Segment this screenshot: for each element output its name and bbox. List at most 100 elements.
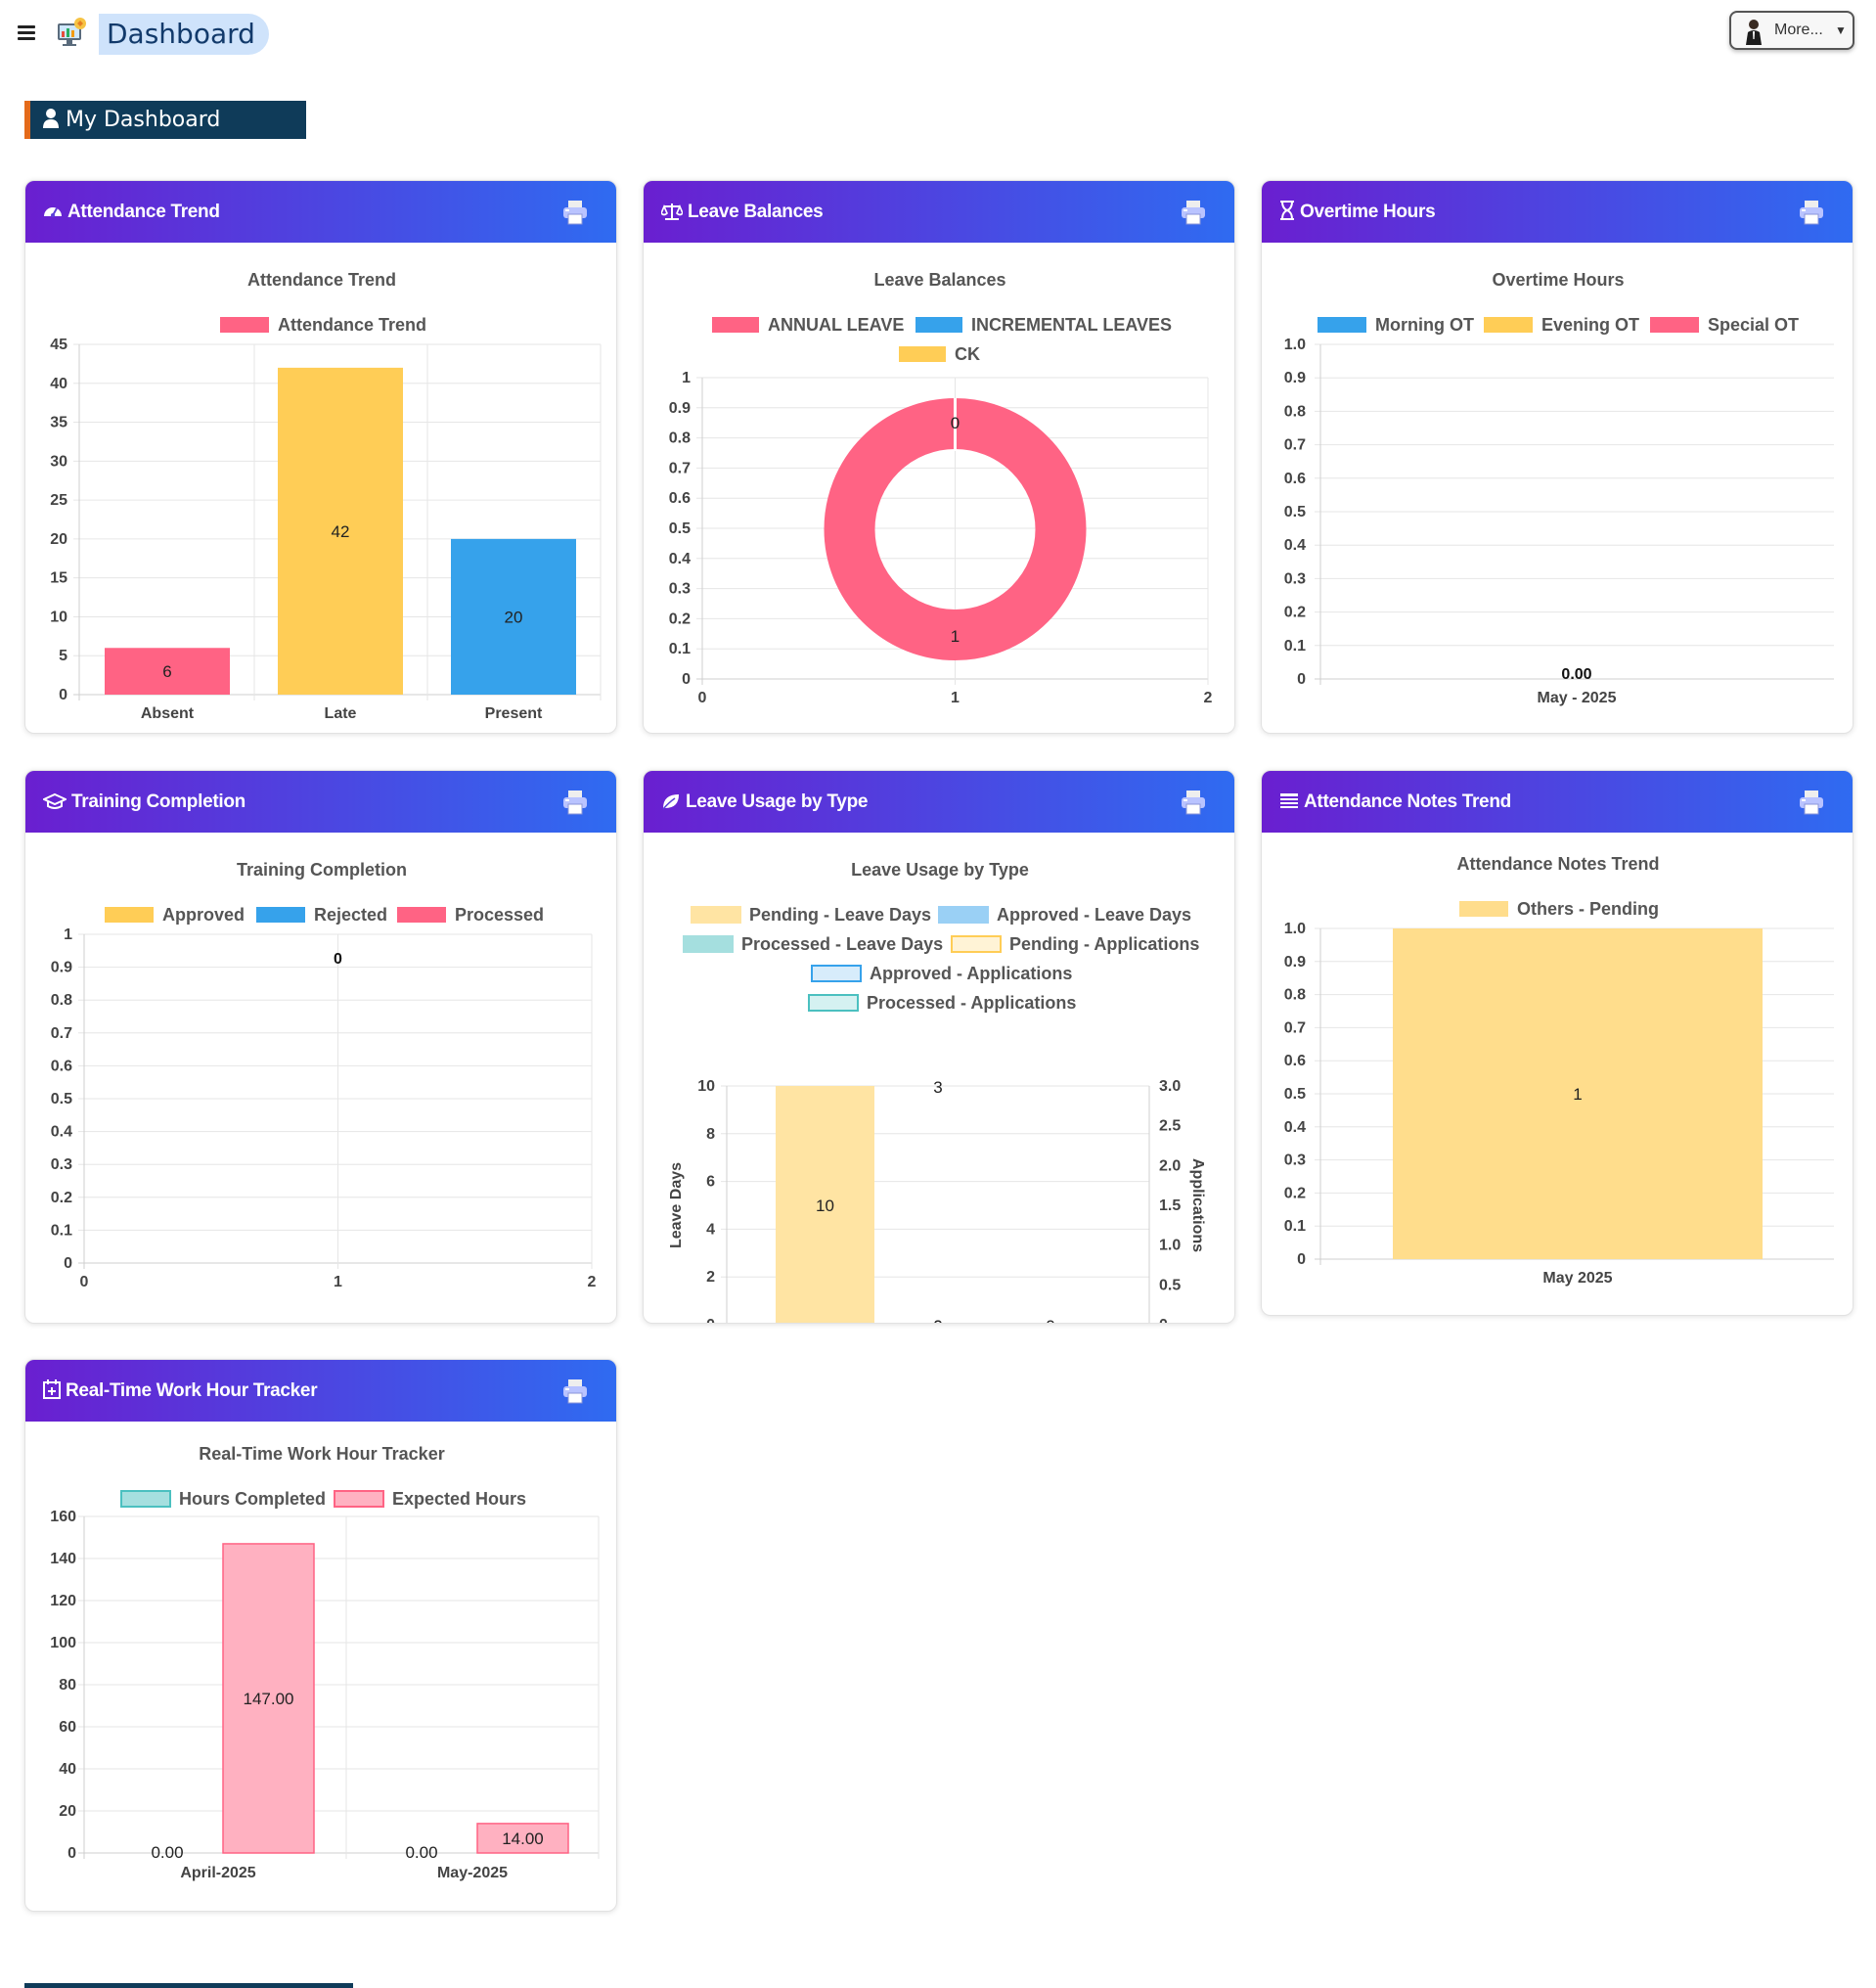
data-label: 0 (951, 414, 960, 432)
card-title: Attendance Trend (43, 181, 220, 243)
y-tick-label: 0.5 (51, 1091, 72, 1107)
y-tick-label: 0 (67, 1845, 76, 1862)
overtime-hours-card: Overtime Hours Overtime Hours Morning OT… (1261, 180, 1854, 734)
card-header: Leave Balances (644, 181, 1234, 243)
data-label: 20 (505, 608, 523, 626)
leave-usage-chart: Leave Usage by Type Pending - Leave Days… (668, 860, 1206, 1324)
data-label: 0 (334, 951, 342, 968)
legend-label: Expected Hours (392, 1489, 526, 1509)
y-tick-label: 10 (697, 1078, 715, 1095)
chevron-down-icon: ▼ (1835, 23, 1847, 37)
chart-title: Leave Usage by Type (851, 860, 1029, 880)
y-tick-label: 0.9 (669, 400, 691, 417)
card-header: Real-Time Work Hour Tracker (25, 1360, 616, 1422)
calendar-plus-icon (43, 1379, 61, 1399)
legend-label: Others - Pending (1517, 899, 1659, 919)
y-axis-title: Leave Days (668, 1162, 685, 1248)
data-label: 0 (933, 1317, 942, 1324)
legend-label: CK (955, 344, 980, 364)
bar-absent (105, 648, 230, 695)
print-icon[interactable] (561, 1378, 589, 1404)
data-label: 6 (162, 662, 171, 681)
y-tick-label: 45 (50, 337, 67, 353)
legend-label: Pending - Leave Days (749, 905, 931, 925)
y-tick-label: 0.4 (1284, 1119, 1306, 1136)
legend-label: Processed - Leave Days (741, 934, 943, 954)
y-tick-label: 80 (59, 1677, 76, 1694)
chart-title: Attendance Trend (247, 270, 396, 290)
y-tick-label: 0 (59, 687, 67, 703)
y-tick-label: 0.1 (669, 641, 691, 657)
y-tick-label: 0 (706, 1317, 715, 1324)
legend-swatch (951, 935, 1002, 953)
work-hour-tracker-chart: Real-Time Work Hour Tracker Hours Comple… (50, 1444, 600, 1881)
bar-pending-leave-days (776, 1086, 874, 1323)
y-tick-label: 1 (682, 370, 691, 386)
print-icon[interactable] (561, 200, 589, 225)
y-tick-label: 0.3 (669, 581, 691, 598)
y-tick-label: 120 (50, 1593, 76, 1609)
y-tick-label: 1.0 (1284, 921, 1306, 937)
print-icon[interactable] (1798, 790, 1825, 815)
y-tick-label: 0.5 (669, 520, 691, 537)
legend-label: Attendance Trend (278, 315, 426, 335)
y-tick-label: 10 (50, 609, 67, 625)
overtime-hours-chart: Overtime Hours Morning OT Evening OT Spe… (1284, 270, 1834, 706)
chart-title: Training Completion (237, 860, 407, 880)
y-tick-label: 20 (50, 531, 67, 548)
card-header: Attendance Notes Trend (1262, 771, 1853, 833)
legend-swatch (683, 935, 734, 953)
list-icon (1280, 793, 1298, 808)
legend-label: Morning OT (1375, 315, 1474, 335)
legend-swatch (1650, 317, 1699, 333)
y-tick-label: 0.3 (1284, 570, 1306, 587)
menu-toggle-icon[interactable] (18, 25, 35, 41)
legend-swatch (899, 346, 946, 362)
y-tick-label: 0 (64, 1255, 72, 1272)
card-title: Leave Balances (660, 181, 824, 243)
y-tick-label: 5 (59, 648, 67, 664)
legend-swatch (916, 317, 962, 333)
legend-swatch (120, 1490, 171, 1508)
attendance-trend-card: Attendance Trend Attendance Trend Attend… (24, 180, 617, 734)
legend-swatch (1484, 317, 1533, 333)
print-icon[interactable] (1180, 790, 1207, 815)
bar-late (278, 367, 403, 695)
y2-tick-label: 0 (1159, 1317, 1168, 1324)
print-icon[interactable] (1798, 200, 1825, 225)
legend-label: Processed - Applications (867, 993, 1076, 1013)
y-tick-label: 100 (50, 1635, 76, 1651)
y2-tick-label: 0.5 (1159, 1277, 1181, 1293)
y-tick-label: 0.8 (669, 430, 691, 447)
data-label: 0.00 (1561, 666, 1591, 683)
more-dropdown-button[interactable]: More... ▼ (1729, 11, 1854, 50)
chart-title: Leave Balances (873, 270, 1005, 290)
legend-label: INCREMENTAL LEAVES (971, 315, 1172, 335)
print-icon[interactable] (561, 790, 589, 815)
legend-label: Processed (455, 905, 544, 925)
data-label: 42 (332, 522, 350, 541)
y-tick-label: 0 (1297, 1251, 1306, 1268)
print-icon[interactable] (1180, 200, 1207, 225)
legend-label: Approved (162, 905, 245, 925)
y-tick-label: 0.2 (669, 610, 691, 627)
x-tick-label: May-2025 (437, 1865, 508, 1881)
x-tick-label: Absent (141, 705, 195, 722)
y2-tick-label: 3.0 (1159, 1078, 1181, 1095)
y-tick-label: 0.4 (669, 551, 691, 567)
balance-scale-icon (660, 203, 684, 220)
legend-label: Hours Completed (179, 1489, 326, 1509)
leave-balances-card: Leave Balances Leave Balances ANNUAL LEA… (643, 180, 1235, 734)
data-label: 10 (816, 1197, 834, 1215)
y-tick-label: 0.8 (1284, 987, 1306, 1004)
y2-axis-title: Applications (1189, 1158, 1206, 1252)
legend-swatch (811, 965, 862, 982)
y-tick-label: 0.7 (51, 1025, 72, 1042)
dashboard-icon (44, 207, 62, 217)
next-section-title (24, 1983, 353, 1988)
bar-others-pending (1393, 928, 1763, 1259)
x-tick-label: May - 2025 (1538, 690, 1617, 706)
attendance-notes-card: Attendance Notes Trend Attendance Notes … (1261, 770, 1854, 1316)
data-label: 0.00 (151, 1843, 183, 1862)
legend-label: Approved - Applications (870, 964, 1072, 983)
